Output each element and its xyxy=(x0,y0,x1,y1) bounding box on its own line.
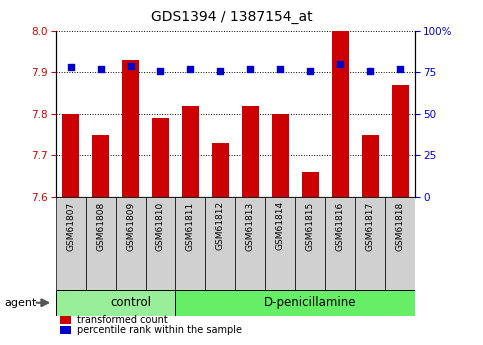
Bar xyxy=(242,106,259,197)
Bar xyxy=(182,106,199,197)
Text: agent: agent xyxy=(5,298,37,308)
Bar xyxy=(205,197,236,290)
Text: D-penicillamine: D-penicillamine xyxy=(264,296,356,309)
Text: GSM61811: GSM61811 xyxy=(186,201,195,250)
Text: GSM61815: GSM61815 xyxy=(306,201,315,250)
Bar xyxy=(56,290,175,316)
Bar xyxy=(175,290,415,316)
Bar xyxy=(296,197,326,290)
Text: GSM61817: GSM61817 xyxy=(366,201,375,250)
Text: GSM61807: GSM61807 xyxy=(66,201,75,250)
Text: GDS1394 / 1387154_at: GDS1394 / 1387154_at xyxy=(151,10,313,24)
Bar xyxy=(392,85,409,197)
Text: GSM61816: GSM61816 xyxy=(336,201,345,250)
Point xyxy=(277,66,284,72)
Bar xyxy=(145,197,175,290)
Point xyxy=(156,68,164,73)
Bar xyxy=(56,197,85,290)
Text: GSM61810: GSM61810 xyxy=(156,201,165,250)
Bar xyxy=(175,197,205,290)
Bar xyxy=(332,31,349,197)
Bar xyxy=(326,197,355,290)
Bar xyxy=(85,197,115,290)
Bar xyxy=(355,197,385,290)
Bar xyxy=(152,118,169,197)
Point xyxy=(216,68,224,73)
Point xyxy=(337,61,344,67)
Text: GSM61813: GSM61813 xyxy=(246,201,255,250)
Point xyxy=(307,68,314,73)
Point xyxy=(127,63,134,69)
Text: GSM61808: GSM61808 xyxy=(96,201,105,250)
Bar xyxy=(92,135,109,197)
Bar xyxy=(272,114,289,197)
Text: percentile rank within the sample: percentile rank within the sample xyxy=(77,325,242,335)
Text: GSM61809: GSM61809 xyxy=(126,201,135,250)
Bar xyxy=(212,143,229,197)
Text: control: control xyxy=(110,296,151,309)
Point xyxy=(67,65,74,70)
Point xyxy=(247,66,255,72)
Bar xyxy=(62,114,79,197)
Bar xyxy=(266,197,296,290)
Bar xyxy=(122,60,139,197)
Bar xyxy=(362,135,379,197)
Point xyxy=(186,66,194,72)
Bar xyxy=(115,197,145,290)
Bar xyxy=(302,172,319,197)
Bar xyxy=(385,197,415,290)
Text: GSM61818: GSM61818 xyxy=(396,201,405,250)
Bar xyxy=(236,197,266,290)
Point xyxy=(97,66,104,72)
Text: GSM61814: GSM61814 xyxy=(276,201,285,250)
Text: GSM61812: GSM61812 xyxy=(216,201,225,250)
Text: transformed count: transformed count xyxy=(77,315,168,325)
Point xyxy=(367,68,374,73)
Point xyxy=(397,66,404,72)
